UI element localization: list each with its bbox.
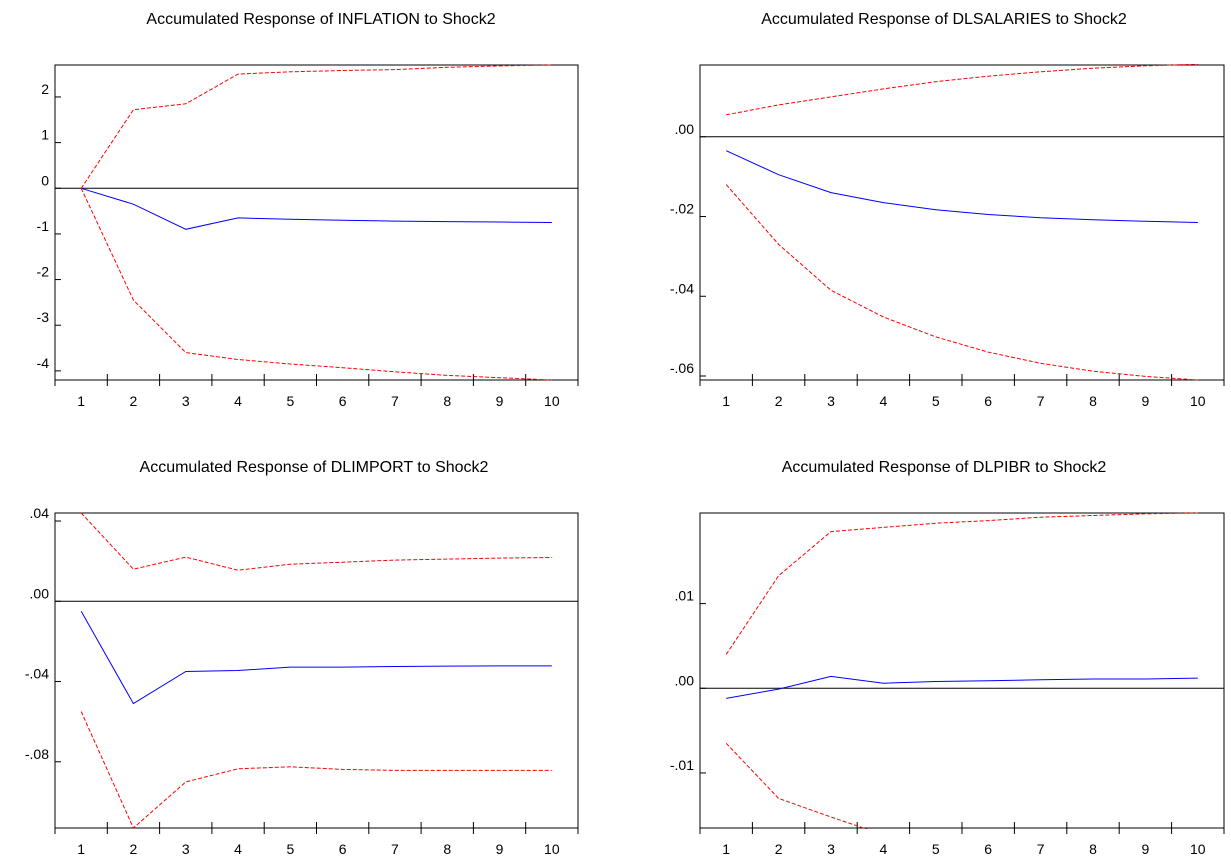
x-tick-label: 9 xyxy=(1142,393,1150,409)
x-tick-label: 1 xyxy=(722,393,730,409)
chart-panel-dlsalaries: Accumulated Response of DLSALARIES to Sh… xyxy=(670,11,1225,409)
x-tick-label: 8 xyxy=(1089,393,1097,409)
x-tick-label: 7 xyxy=(391,393,399,409)
plot-frame xyxy=(699,64,1225,381)
x-tick-label: 10 xyxy=(1190,841,1206,857)
x-tick-label: 2 xyxy=(775,393,783,409)
y-tick-label: -.08 xyxy=(25,746,49,762)
x-tick-label: 3 xyxy=(827,393,835,409)
x-tick-label: 7 xyxy=(1037,393,1045,409)
x-tick-label: 3 xyxy=(182,841,190,857)
x-tick-label: 5 xyxy=(286,841,294,857)
lower-band-line xyxy=(725,184,1198,381)
x-tick-label: 9 xyxy=(496,393,504,409)
chart-title: Accumulated Response of INFLATION to Sho… xyxy=(146,11,495,28)
y-tick-label: .01 xyxy=(675,588,695,604)
y-tick-label: .04 xyxy=(30,505,50,521)
x-tick-label: 5 xyxy=(932,841,940,857)
x-tick-label: 10 xyxy=(1190,393,1206,409)
x-tick-label: 6 xyxy=(984,841,992,857)
chart-panel-dlpibr: Accumulated Response of DLPIBR to Shock2… xyxy=(670,459,1225,857)
response-line xyxy=(81,187,552,230)
y-tick-label: -1 xyxy=(37,218,50,234)
lower-band-line xyxy=(725,742,868,829)
upper-band-line xyxy=(80,64,552,189)
x-tick-label: 7 xyxy=(391,841,399,857)
y-tick-label: -.04 xyxy=(670,280,694,296)
response-line xyxy=(725,150,1198,223)
plot-frame xyxy=(54,512,579,829)
y-tick-label: -4 xyxy=(37,355,50,371)
x-tick-label: 8 xyxy=(443,841,451,857)
x-tick-label: 2 xyxy=(775,841,783,857)
lower-band-line xyxy=(80,711,552,829)
y-tick-label: -2 xyxy=(37,264,50,280)
y-tick-label: 0 xyxy=(41,172,49,188)
lower-band-line xyxy=(80,188,552,381)
x-tick-label: 6 xyxy=(339,841,347,857)
y-tick-label: -.01 xyxy=(670,757,694,773)
x-tick-label: 5 xyxy=(932,393,940,409)
x-tick-label: 7 xyxy=(1037,841,1045,857)
upper-band-line xyxy=(80,512,552,571)
x-tick-label: 2 xyxy=(130,393,138,409)
y-tick-label: -.06 xyxy=(670,360,694,376)
x-tick-label: 3 xyxy=(182,393,190,409)
x-tick-label: 1 xyxy=(77,841,85,857)
upper-band-line xyxy=(725,512,1198,655)
x-tick-label: 4 xyxy=(234,393,242,409)
chart-panel-dlimport: Accumulated Response of DLIMPORT to Shoc… xyxy=(25,459,579,857)
chart-title: Accumulated Response of DLSALARIES to Sh… xyxy=(761,11,1127,28)
x-tick-label: 5 xyxy=(286,393,294,409)
x-tick-label: 2 xyxy=(130,841,138,857)
y-tick-label: -3 xyxy=(37,309,50,325)
x-tick-label: 9 xyxy=(496,841,504,857)
x-tick-label: 8 xyxy=(443,393,451,409)
response-line xyxy=(726,675,1198,699)
x-tick-label: 10 xyxy=(544,393,560,409)
y-tick-label: .00 xyxy=(30,585,50,601)
chart-title: Accumulated Response of DLPIBR to Shock2 xyxy=(782,459,1107,476)
plot-frame xyxy=(699,512,1225,829)
x-tick-label: 4 xyxy=(880,393,888,409)
x-tick-label: 1 xyxy=(77,393,85,409)
y-tick-label: .00 xyxy=(675,672,695,688)
y-tick-label: -.04 xyxy=(25,666,49,682)
chart-title: Accumulated Response of DLIMPORT to Shoc… xyxy=(140,459,489,476)
x-tick-label: 4 xyxy=(234,841,242,857)
y-tick-label: -.02 xyxy=(670,201,694,217)
x-tick-label: 9 xyxy=(1142,841,1150,857)
x-tick-label: 6 xyxy=(339,393,347,409)
x-tick-label: 1 xyxy=(722,841,730,857)
upper-band-line xyxy=(726,64,1198,116)
x-tick-label: 8 xyxy=(1089,841,1097,857)
y-tick-label: 1 xyxy=(41,127,49,143)
x-tick-label: 6 xyxy=(984,393,992,409)
y-tick-label: 2 xyxy=(41,81,49,97)
x-tick-label: 3 xyxy=(827,841,835,857)
y-tick-label: .00 xyxy=(675,121,695,137)
chart-panel-inflation: Accumulated Response of INFLATION to Sho… xyxy=(37,11,579,409)
response-line xyxy=(80,611,552,705)
x-tick-label: 10 xyxy=(544,841,560,857)
x-tick-label: 4 xyxy=(880,841,888,857)
